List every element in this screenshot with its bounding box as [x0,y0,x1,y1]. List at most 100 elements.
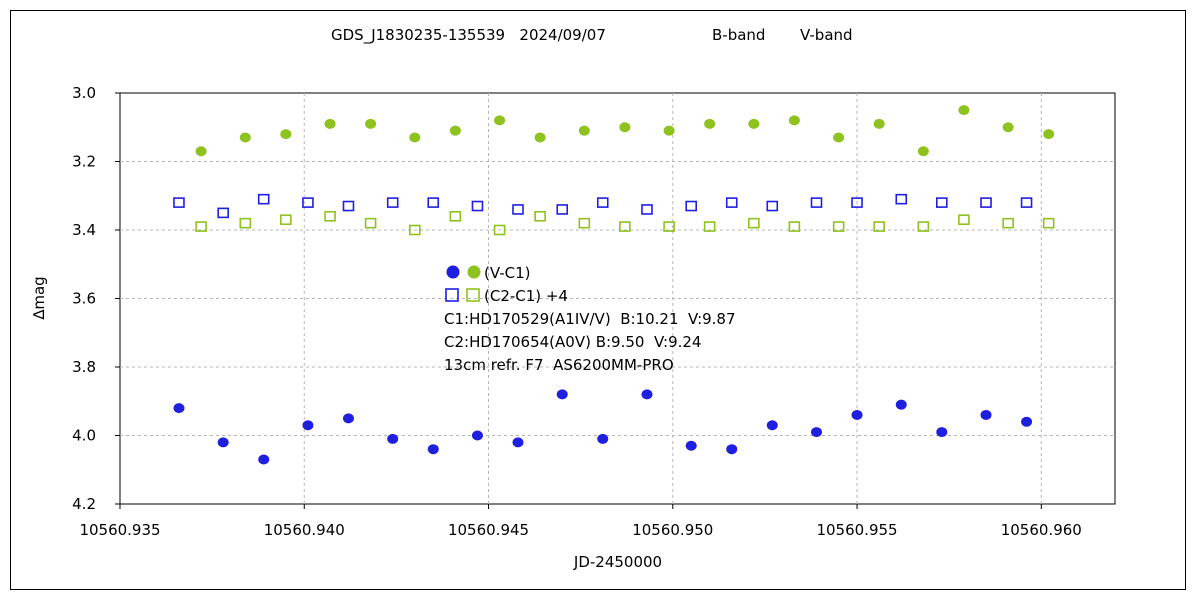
data-point-circle [427,444,439,455]
data-point-circle [917,146,929,157]
x-tick-label: 10560.950 [632,521,713,539]
x-tick-label: 10560.960 [1001,521,1082,539]
data-point-circle [811,427,822,438]
y-axis-label: ∆mag [30,276,48,320]
data-point-circle [409,132,421,143]
data-point-circle [1021,416,1033,427]
x-tick-label: 10560.945 [448,521,529,539]
data-point-square [641,204,653,215]
title-b-band: B-band [712,26,765,44]
legend-line3: C1:HD170529(A1IV/V) B:10.21 V:9.87 [444,310,736,328]
data-point-circle [258,454,270,465]
chart-title: GDS_J1830235-135539 2024/09/07 [331,26,606,45]
data-point-circle [748,118,760,129]
data-point-square [703,221,716,232]
legend: (V-C1) (C2-C1) +4 C1:HD170529(A1IV/V) B:… [444,264,736,374]
x-axis-ticks: 10560.935 10560.940 10560.945 10560.950 1056… [79,504,1082,539]
data-point-circle [895,399,907,410]
y-tick-label: 4.0 [72,427,96,445]
y-tick-label: 3.4 [72,221,96,239]
data-point-circle [173,403,185,414]
legend-line4: C2:HD170654(A0V) B:9.50 V:9.24 [444,333,701,351]
data-point-circle [685,440,697,451]
data-point-square [748,217,760,229]
data-point-square [195,221,207,232]
legend-b-square [445,288,459,302]
chart-frame [10,10,1186,590]
data-point-circle [873,118,885,129]
data-point-square [1042,217,1055,229]
plot-area [119,92,1116,505]
data-point-circle [217,437,229,448]
title-v-band: V-band [800,26,853,44]
data-point-square [873,221,885,232]
data-point-square [788,221,801,232]
data-point-circle [556,389,568,400]
data-point-square [832,221,845,232]
data-point-square [935,197,948,208]
data-point-circle [641,389,653,400]
data-point-circle [280,129,292,140]
y-tick-label: 3.6 [72,290,96,308]
x-tick-label: 10560.955 [816,521,897,539]
data-point-circle [597,433,609,444]
data-point-square [1002,217,1014,229]
data-point-circle [534,132,546,143]
data-point-circle [324,118,336,129]
data-point-circle [512,437,524,448]
data-point-square [685,200,698,212]
legend-line1: (V-C1) [484,264,531,282]
legend-v-circle [467,265,481,279]
data-point-circle [494,115,506,126]
data-point-circle [239,132,251,143]
data-points [173,105,1055,465]
data-point-square [556,204,569,215]
data-point-square [619,221,631,232]
data-point-circle [980,409,992,420]
data-point-square [512,204,524,215]
data-point-square [578,217,591,229]
data-point-circle [302,420,314,431]
data-point-square [324,211,336,222]
data-point-square [217,207,229,219]
data-point-square [427,197,440,208]
data-point-square [257,193,270,205]
data-point-square [534,211,546,222]
data-point-square [342,200,355,212]
data-point-circle [958,105,970,116]
data-point-square [958,214,970,226]
data-point-square [980,197,992,208]
data-point-circle [788,115,800,126]
data-point-square [302,197,314,208]
data-point-square [917,221,930,232]
data-point-square [851,197,863,208]
data-point-square [493,224,506,236]
legend-line5: 13cm refr. F7 AS6200MM-PRO [444,356,674,374]
data-point-square [386,197,399,208]
data-point-square [1020,197,1033,208]
data-point-circle [449,125,461,136]
data-point-square [280,214,292,226]
data-point-square [725,197,738,208]
data-point-square [895,193,908,205]
data-point-circle [342,413,354,424]
data-point-circle [663,125,675,136]
y-tick-label: 3.8 [72,358,96,376]
data-point-circle [387,433,399,444]
data-point-square [364,217,377,229]
data-point-square [663,221,675,232]
data-point-circle [936,427,948,438]
data-point-circle [365,118,377,129]
data-point-square [810,197,823,208]
x-tick-label: 10560.940 [264,521,345,539]
data-point-circle [1043,129,1055,140]
data-point-square [471,200,484,212]
data-point-circle [578,125,590,136]
y-tick-label: 4.2 [72,495,96,513]
data-point-circle [1002,122,1014,133]
x-axis-label: JD-2450000 [573,553,662,571]
x-tick-label: 10560.935 [79,521,160,539]
data-point-circle [704,118,716,129]
data-point-circle [619,122,631,133]
data-point-square [766,200,779,212]
